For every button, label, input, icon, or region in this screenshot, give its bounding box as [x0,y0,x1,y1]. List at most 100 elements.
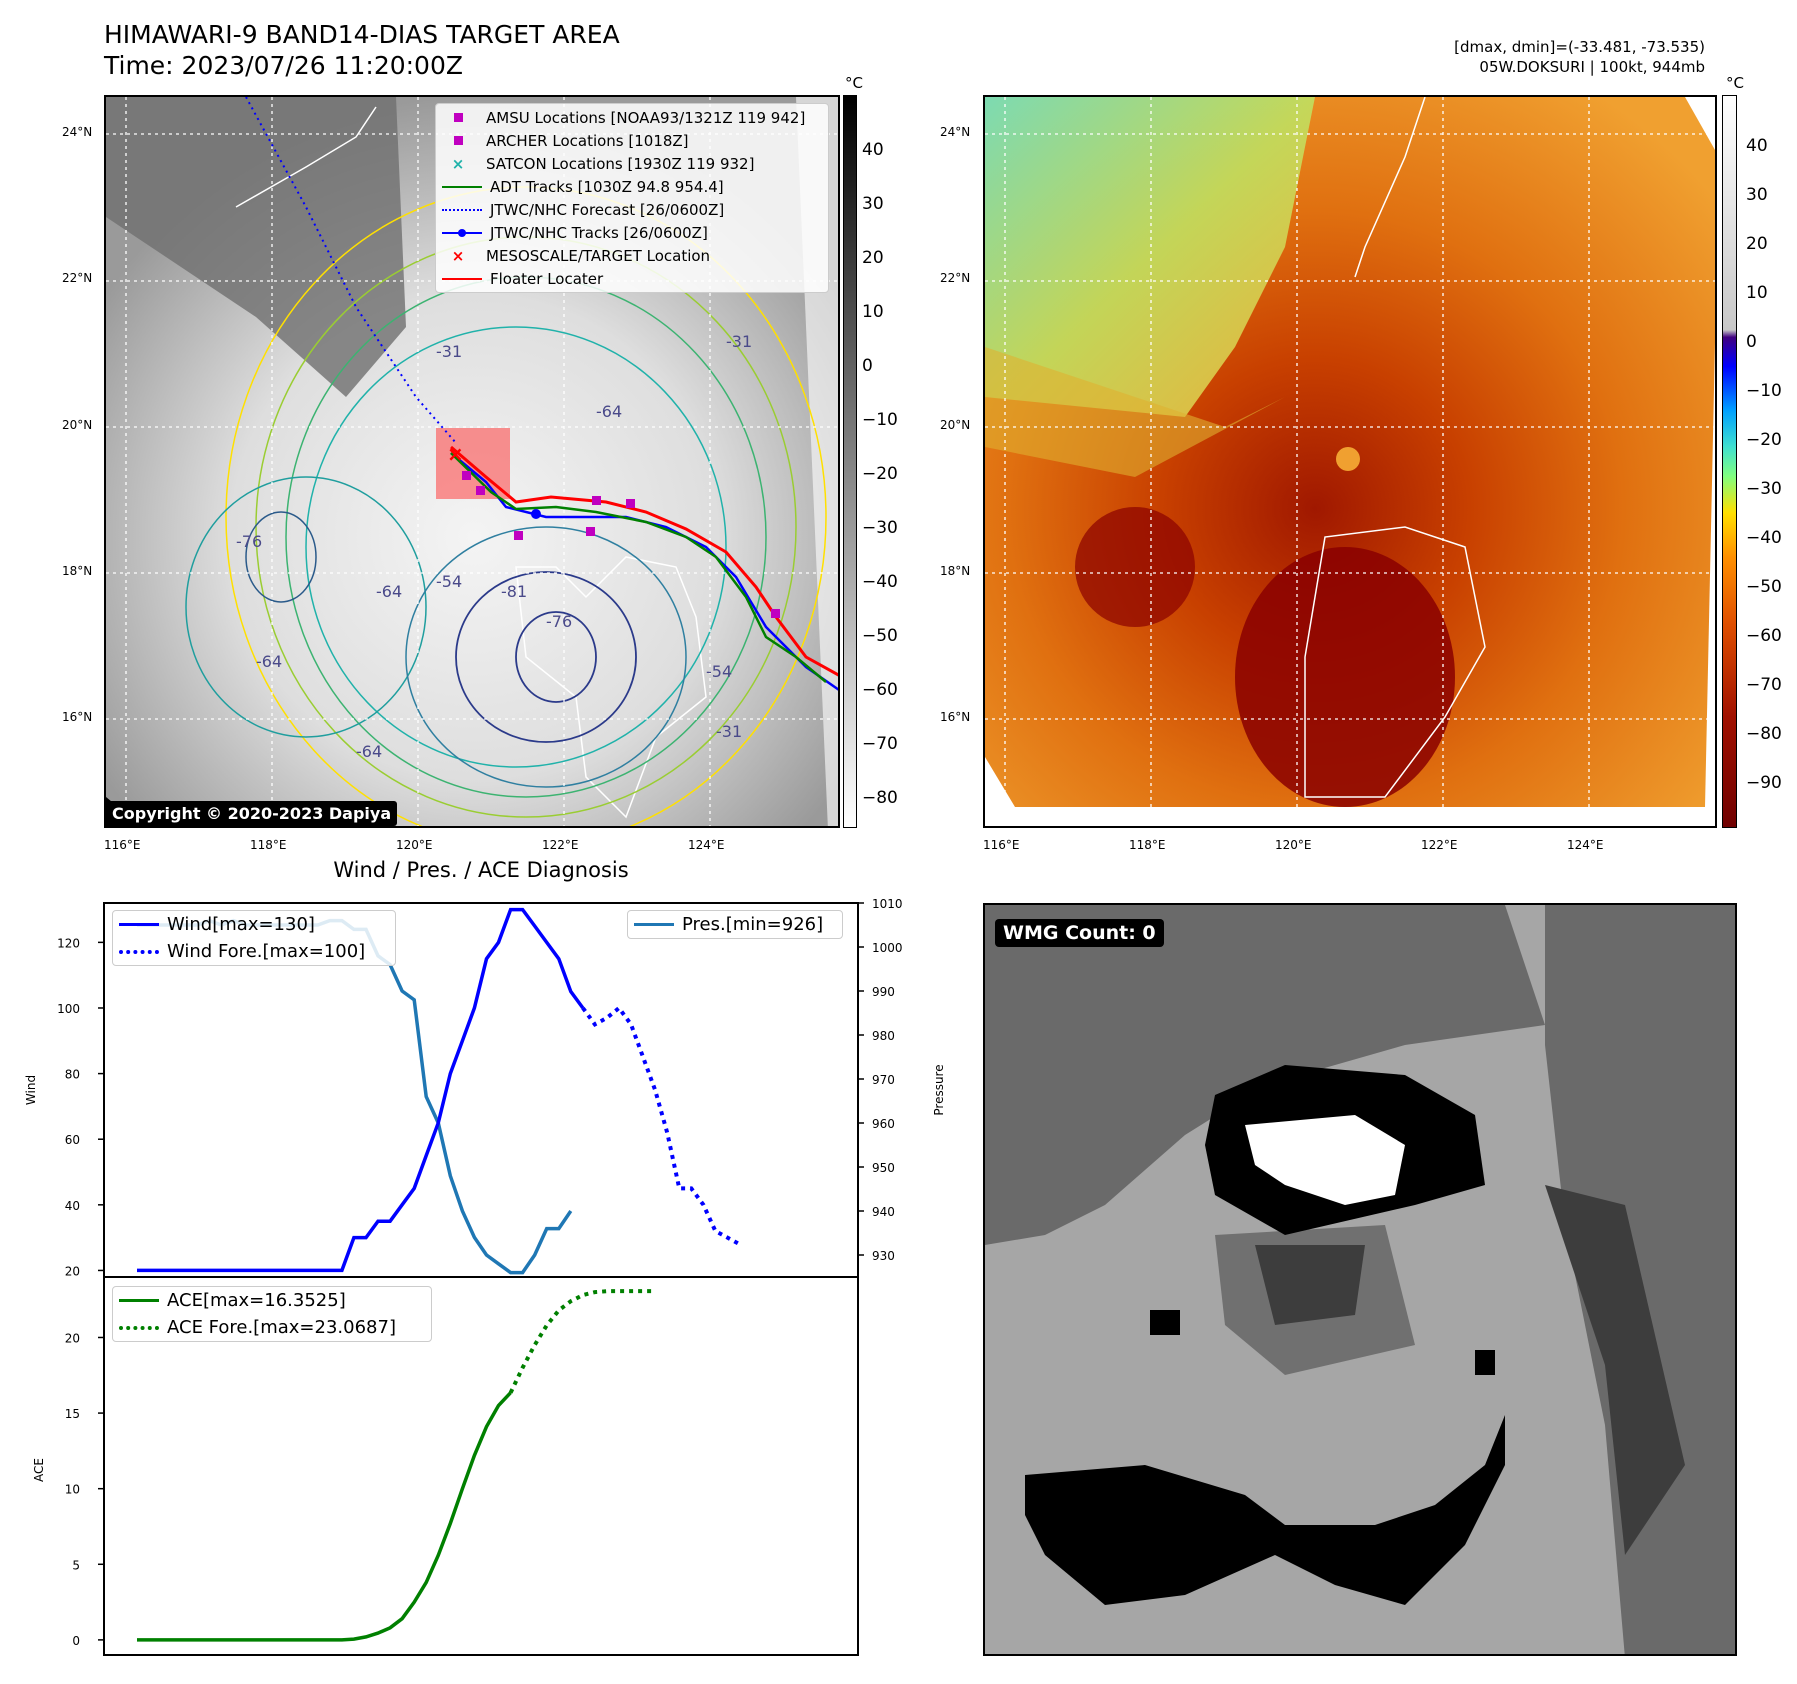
ace-series-group [137,1289,656,1642]
color-colorbar [1722,95,1737,828]
lon-label: 116°E [104,838,141,852]
pressure-ylabel: Pressure [932,1064,946,1115]
legend-item-satcon: × SATCON Locations [1930Z 119 932] [436,152,828,175]
lon-label: 124°E [688,838,725,852]
pressure-tick-label: 930 [872,1249,895,1263]
contour-label: -64 [376,582,402,601]
contour-label: -81 [501,582,527,601]
wind-tick-label: 80 [65,1068,80,1082]
pressure-tick-label: 970 [872,1073,895,1087]
pressure-tick-label: 1000 [872,941,903,955]
color-map-grid [985,97,1715,826]
legend-item-ace-forecast: ACE Fore.[max=23.0687] [113,1314,431,1341]
square-marker-icon [454,113,463,122]
copyright-badge: Copyright © 2020-2023 Dapiya [106,801,398,826]
floater-track-line [450,445,838,677]
wind-ylabel: Wind [24,1075,38,1105]
gray-colorbar [843,95,857,828]
lon-label: 118°E [250,838,287,852]
ace-forecast-line [508,1289,656,1394]
lat-label: 18°N [62,564,93,578]
wmg-panel: WMG Count: 0 [983,903,1737,1656]
lon-label: 118°E [1129,838,1166,852]
pressure-tick-label: 940 [872,1205,895,1219]
lat-label: 20°N [940,418,971,432]
ace-plot-frame [103,1276,859,1656]
pressure-tick-label: 1010 [872,897,903,911]
pressure-tick-label: 990 [872,985,895,999]
gray-cbar-unit: °C [845,74,863,92]
dotted-line-icon [442,208,482,211]
legend-item-amsu: AMSU Locations [NOAA93/1321Z 119 942] [436,106,828,129]
lat-label: 22°N [62,271,93,285]
ace-line [137,1391,512,1642]
contour-label: -76 [546,612,572,631]
contour-label: -54 [706,662,732,681]
line-marker-icon [119,1299,159,1302]
legend-item-adt: ADT Tracks [1030Z 94.8 954.4] [436,175,828,198]
legend-item-forecast: JTWC/NHC Forecast [26/0600Z] [436,198,828,221]
lon-label: 122°E [1421,838,1458,852]
pressure-tick-label: 960 [872,1117,895,1131]
lat-label: 20°N [62,418,93,432]
contour-label: -64 [356,742,382,761]
ir-map-panel: × -31 -64 -76 -54 -64 -76 -81 -64 -54 -3… [104,95,840,828]
contour-label: -76 [236,532,262,551]
x-marker-icon: × [451,246,465,265]
wind-tick-label: 20 [65,1264,80,1278]
dotted-line-icon [119,1325,159,1330]
storm-info-label: 05W.DOKSURI | 100kt, 944mb [1479,58,1705,76]
contour-label-group: -31 -64 -76 -54 -64 -76 -81 -64 -54 -31 … [236,332,752,761]
line-marker-icon [634,923,674,926]
color-map-svg [985,97,1715,826]
color-cbar-unit: °C [1726,74,1744,92]
pressure-legend: Pres.[min=926] [627,910,843,939]
dmax-dmin-label: [dmax, dmin]=(-33.481, -73.535) [1454,38,1705,56]
ace-tick-label: 5 [72,1558,80,1572]
contour-label: -64 [256,652,282,671]
lon-label: 120°E [1275,838,1312,852]
lat-label: 16°N [940,710,971,724]
dotted-line-icon [119,949,159,954]
legend-item-target: × MESOSCALE/TARGET Location [436,244,828,267]
amsu-markers [462,471,780,618]
lat-label: 16°N [62,710,93,724]
ace-tick-label: 15 [65,1407,80,1421]
ace-tick-label: 0 [72,1634,80,1648]
ace-ylabel: ACE [32,1458,46,1482]
pressure-ticks: 930 940 950 960 970 980 990 1000 1010 [858,897,903,1263]
line-marker-icon [442,277,482,280]
adt-track-line [450,452,827,683]
contour-label: -31 [716,722,742,741]
line-dot-icon [442,228,482,237]
wind-legend: Wind[max=130] Wind Fore.[max=100] [112,910,396,966]
legend-item-wind: Wind[max=130] [113,911,395,938]
lon-label: 120°E [396,838,433,852]
wmg-svg [985,905,1735,1654]
ace-ticks: 0 5 10 15 20 [65,1331,104,1648]
ir-map-grid [106,97,838,826]
ace-tick-label: 10 [65,1483,80,1497]
diagnosis-chart-title: Wind / Pres. / ACE Diagnosis [333,858,629,882]
legend-item-floater: Floater Locater [436,267,828,290]
time-label: Time: 2023/07/26 11:20:00Z [104,51,463,80]
contour-label: -54 [436,572,462,591]
contour-label: -31 [726,332,752,351]
ace-legend: ACE[max=16.3525] ACE Fore.[max=23.0687] [112,1286,432,1342]
line-marker-icon [442,185,482,188]
ace-tick-label: 20 [65,1331,80,1345]
pressure-line [137,918,573,1275]
lon-label: 116°E [983,838,1020,852]
wind-ticks: 20 40 60 80 100 120 [57,936,104,1278]
wind-forecast-line [581,1005,741,1246]
lat-label: 24°N [62,125,93,139]
color-map-panel [983,95,1717,828]
lat-label: 22°N [940,271,971,285]
contour-label: -31 [436,342,462,361]
page-title: HIMAWARI-9 BAND14-DIAS TARGET AREA [104,20,620,49]
legend-item-jtwc: JTWC/NHC Tracks [26/0600Z] [436,221,828,244]
wind-tick-label: 100 [57,1002,80,1016]
wind-line [137,907,585,1273]
jtwc-position-marker [531,509,541,519]
